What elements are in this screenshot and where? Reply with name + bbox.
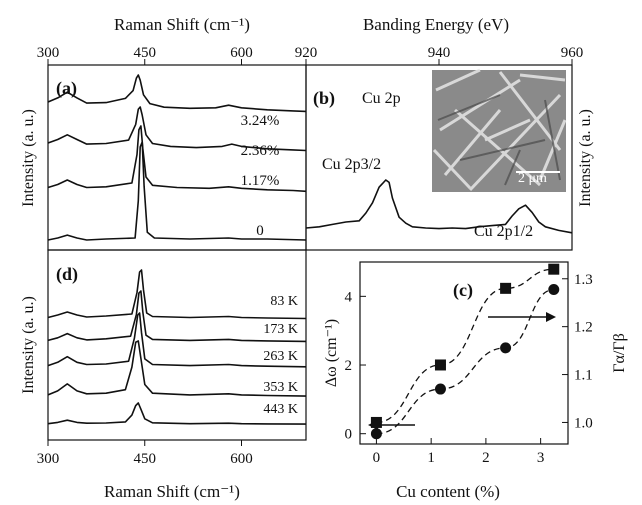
panel-c-frame xyxy=(359,261,569,445)
panel-c-ytick-label: 4 xyxy=(345,289,353,305)
panel-c-ytick-label: 2 xyxy=(345,358,353,374)
panel-a-plot: 300 450 600 3.24% 2.36% 1.17% 0 xyxy=(37,45,307,241)
panel-c-letter: (c) xyxy=(453,280,473,301)
panel-c-left-arrowhead xyxy=(368,420,378,430)
panel-c-circle-guide xyxy=(376,288,554,435)
panel-d-series-line xyxy=(47,312,307,368)
panel-d-series-line xyxy=(47,269,307,320)
panel-b-tick-label: 920 xyxy=(295,45,318,61)
sem-inset-image: 2 μm xyxy=(432,68,567,192)
panel-a-tick-label: 450 xyxy=(134,45,157,61)
panel-b-series-line xyxy=(305,179,573,234)
top-right-axis-title: Banding Energy (eV) xyxy=(363,15,509,34)
panel-a-ylabel: Intensity (a. u.) xyxy=(20,109,37,207)
panel-c-circle-point xyxy=(370,428,382,440)
bottom-right-axis-title: Cu content (%) xyxy=(396,482,500,501)
panel-a-letter: (a) xyxy=(56,78,77,99)
panel-c-square-point xyxy=(500,282,512,294)
panel-c-right-arrowhead xyxy=(546,312,556,322)
panel-c-y2tick-label: 1.1 xyxy=(574,368,593,384)
panel-d-letter: (d) xyxy=(56,264,78,285)
panel-a-series-line xyxy=(47,125,307,193)
inset-scale-bar: 2 μm xyxy=(518,171,547,186)
panel-d-tick-label: 450 xyxy=(134,451,157,467)
panel-b-plot: 920 940 960 xyxy=(295,45,584,234)
panel-a-tick-label: 600 xyxy=(230,45,253,61)
panel-d-series-line xyxy=(47,402,307,425)
panel-b-title: Cu 2p xyxy=(362,90,401,107)
panel-c-xtick-label: 2 xyxy=(482,450,490,466)
panel-a-series-label: 1.17% xyxy=(241,173,280,189)
panel-c-xtick-label: 3 xyxy=(537,450,545,466)
panel-a-series-label: 3.24% xyxy=(241,113,280,129)
panel-d-tick-label: 600 xyxy=(230,451,253,467)
panel-c-plot: 0 1 2 3 0 2 4 1.0 1.1 1.2 1.3 xyxy=(345,263,593,466)
panel-c-circle-point xyxy=(500,342,512,354)
panel-a-tick-label: 300 xyxy=(37,45,60,61)
panel-c-y2label: Γα/Γβ xyxy=(611,333,628,372)
panel-d-series-label: 353 K xyxy=(263,380,298,395)
panel-d-series-line xyxy=(47,290,307,343)
panel-c-xtick-label: 1 xyxy=(427,450,435,466)
panel-b-letter: (b) xyxy=(313,88,335,109)
panel-c-circle-point xyxy=(548,283,560,295)
top-left-axis-title: Raman Shift (cm⁻¹) xyxy=(114,15,250,34)
panel-c-circle-point xyxy=(434,383,446,395)
panel-c-ylabel: Δω (cm⁻¹) xyxy=(323,319,340,387)
panel-a-series-line xyxy=(47,141,307,241)
panel-c-ytick-label: 0 xyxy=(345,427,353,443)
panel-d-ylabel: Intensity (a. u.) xyxy=(20,296,37,394)
panel-a-series-line xyxy=(47,106,307,152)
panel-d-plot: 300 450 600 83 K 173 K 263 K 353 K 443 K xyxy=(37,269,307,467)
panel-c-y2tick-label: 1.3 xyxy=(574,272,593,288)
panel-b-ylabel: Intensity (a. u.) xyxy=(577,109,594,207)
panel-c-y2tick-label: 1.2 xyxy=(574,320,593,336)
cu-2p1-label: Cu 2p1/2 xyxy=(474,223,533,240)
panel-d-frame xyxy=(47,249,307,441)
panel-c-square-point xyxy=(434,359,446,371)
cu-2p3-label: Cu 2p3/2 xyxy=(322,156,381,173)
panel-b-tick-label: 940 xyxy=(428,45,451,61)
panel-c-square-guide xyxy=(376,268,554,424)
panel-c-square-point xyxy=(548,263,560,275)
panel-a-series-line xyxy=(47,74,307,113)
panel-d-tick-label: 300 xyxy=(37,451,60,467)
panel-c-xtick-label: 0 xyxy=(373,450,381,466)
panel-a-series-label: 2.36% xyxy=(241,143,280,159)
panel-c-y2tick-label: 1.0 xyxy=(574,415,593,431)
panel-b-tick-label: 960 xyxy=(561,45,584,61)
panel-d-series-label: 83 K xyxy=(270,294,298,309)
bottom-left-axis-title: Raman Shift (cm⁻¹) xyxy=(104,482,240,501)
panel-d-series-line xyxy=(47,340,307,397)
panel-d-series-label: 443 K xyxy=(263,402,298,417)
panel-d-series-label: 173 K xyxy=(263,322,298,337)
panel-d-series-label: 263 K xyxy=(263,349,298,364)
panel-a-series-label: 0 xyxy=(256,223,264,239)
